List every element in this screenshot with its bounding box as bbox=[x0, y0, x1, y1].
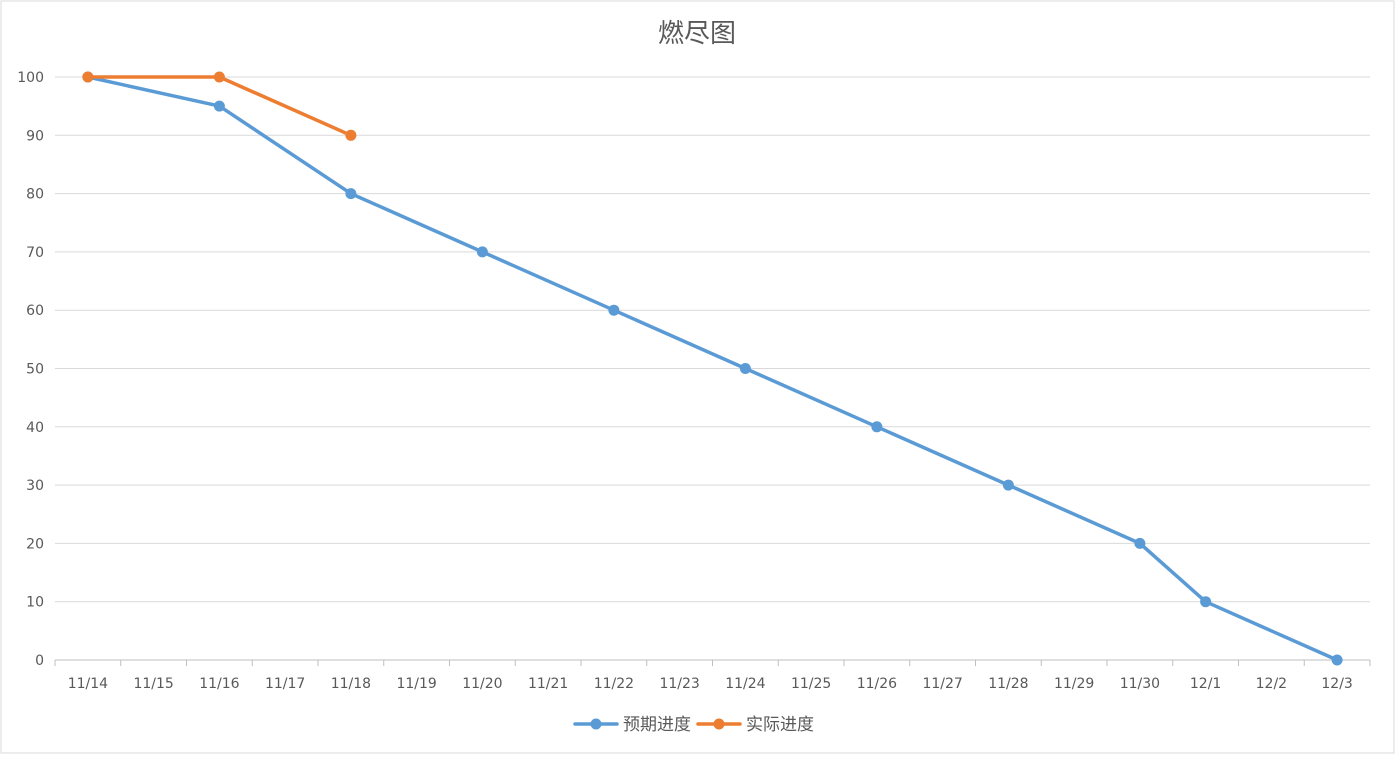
x-tick-label: 11/26 bbox=[857, 676, 897, 692]
series-lines bbox=[82, 71, 1343, 666]
y-tick-label: 0 bbox=[35, 653, 44, 669]
y-tick-label: 30 bbox=[26, 478, 44, 494]
gridlines bbox=[55, 76, 1370, 603]
y-tick-label: 40 bbox=[26, 420, 44, 436]
x-tick-label: 11/24 bbox=[725, 676, 765, 692]
y-tick-label: 10 bbox=[26, 595, 44, 611]
data-point bbox=[476, 246, 488, 258]
data-point bbox=[1200, 596, 1212, 608]
x-tick-label: 11/20 bbox=[462, 676, 502, 692]
data-point bbox=[345, 188, 357, 200]
y-tick-label: 100 bbox=[17, 70, 44, 86]
data-point bbox=[213, 100, 225, 112]
data-point bbox=[1331, 654, 1343, 666]
data-point bbox=[345, 129, 357, 141]
x-tick-label: 12/2 bbox=[1256, 676, 1287, 692]
x-tick-label: 11/28 bbox=[988, 676, 1028, 692]
y-tick-label: 20 bbox=[26, 536, 44, 552]
data-point bbox=[82, 71, 94, 83]
x-tick-label: 11/18 bbox=[331, 676, 371, 692]
y-tick-label: 60 bbox=[26, 303, 44, 319]
x-tick-label: 12/3 bbox=[1321, 676, 1352, 692]
x-tick-label: 11/14 bbox=[68, 676, 108, 692]
x-tick-label: 11/19 bbox=[396, 676, 436, 692]
y-tick-label: 80 bbox=[26, 187, 44, 203]
data-point bbox=[871, 421, 883, 433]
legend: 预期进度 实际进度 bbox=[573, 715, 814, 735]
x-tick-label: 11/23 bbox=[659, 676, 699, 692]
x-tick-label: 11/27 bbox=[922, 676, 962, 692]
x-tick-label: 11/22 bbox=[594, 676, 634, 692]
y-tick-label: 70 bbox=[26, 245, 44, 261]
data-point bbox=[213, 71, 225, 83]
x-tick-label: 12/1 bbox=[1190, 676, 1221, 692]
x-tick-label: 11/16 bbox=[199, 676, 239, 692]
x-tick-label: 11/29 bbox=[1054, 676, 1094, 692]
data-point bbox=[1002, 479, 1014, 491]
legend-swatch-marker bbox=[590, 718, 602, 730]
data-point bbox=[739, 363, 751, 374]
axes: 0 10 20 30 40 50 60 70 80 90 100 11/14 11/15 11/16 11/… bbox=[17, 70, 1371, 692]
chart-title: 燃尽图 bbox=[658, 19, 736, 49]
x-tick-label: 11/25 bbox=[791, 676, 831, 692]
legend-swatch-marker bbox=[713, 718, 725, 730]
y-tick-label: 50 bbox=[26, 362, 44, 378]
data-point bbox=[1134, 537, 1146, 549]
x-tick-label: 11/30 bbox=[1120, 676, 1160, 692]
data-point bbox=[608, 304, 620, 316]
legend-label: 实际进度 bbox=[746, 715, 814, 735]
x-tick-label: 11/21 bbox=[528, 676, 568, 692]
x-tick-label: 11/15 bbox=[133, 676, 173, 692]
y-tick-label: 90 bbox=[26, 128, 44, 144]
x-tick-label: 11/17 bbox=[265, 676, 305, 692]
legend-label: 预期进度 bbox=[623, 715, 691, 735]
